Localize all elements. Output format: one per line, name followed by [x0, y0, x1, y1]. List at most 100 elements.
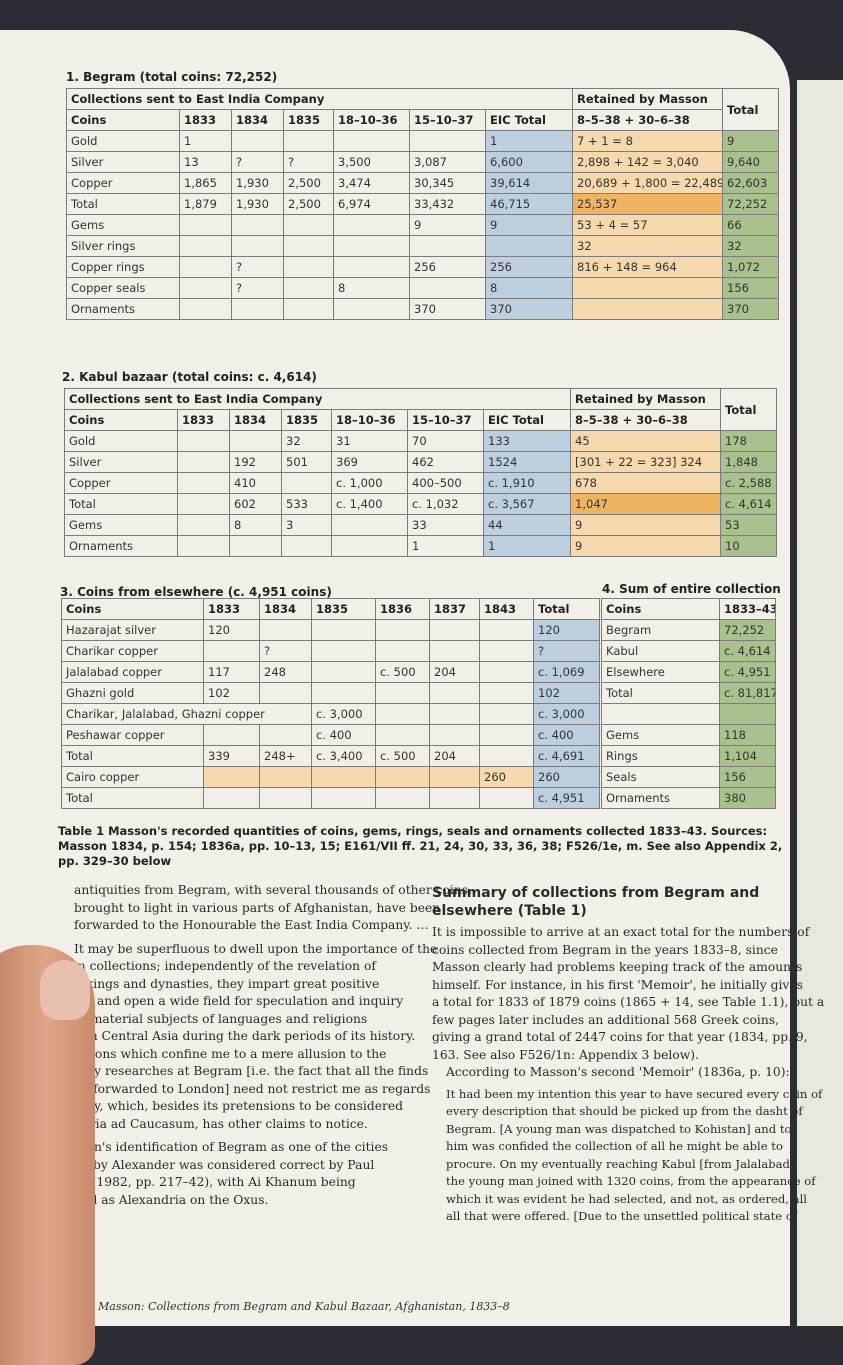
- cell: [311, 766, 376, 788]
- data-table: Coins 1833 1834 1835 1836 1837 1843 Total Hazara…: [61, 598, 600, 809]
- cell: 1524: [482, 451, 572, 473]
- cell: 204: [429, 745, 480, 767]
- cell: 117: [203, 661, 260, 683]
- table-row: Gems 8 3 33 44 9 53: [64, 514, 778, 536]
- cell: [484, 235, 574, 257]
- text-line: f my researches at Begram [i.e. the fact…: [74, 1064, 429, 1078]
- cell: [259, 682, 312, 704]
- cell: 816 + 148 = 964: [572, 256, 724, 278]
- text-line: all that were offered. [Due to the unset…: [446, 1209, 798, 1223]
- cell: 339: [203, 745, 260, 767]
- column-header: Total: [720, 388, 778, 431]
- row-label: Gold: [64, 430, 178, 452]
- cell: 45: [570, 430, 722, 452]
- header-row: Coins 1833 1834 1835 18–10–36 15–10–37 EIC Tot…: [64, 409, 777, 431]
- group-header: Retained by Masson: [572, 88, 724, 110]
- cell: [375, 766, 430, 788]
- row-label: Charikar copper: [61, 640, 204, 662]
- cell: [229, 535, 282, 557]
- cell: [375, 682, 430, 704]
- group-header: Collections sent to East India Company: [63, 388, 572, 410]
- text-line: him was confided the collection of all h…: [446, 1139, 783, 1153]
- cell: 1,047: [570, 493, 722, 515]
- row-label: Silver: [64, 451, 178, 473]
- column-header: 1833–43: [719, 598, 776, 620]
- cell: c. 81,817: [719, 682, 776, 704]
- cell: 204: [429, 661, 480, 683]
- cell: 1,072: [722, 256, 780, 278]
- cell: [409, 235, 486, 257]
- row-label: Gems: [66, 214, 180, 236]
- cell: [333, 214, 410, 236]
- cell: [177, 535, 230, 557]
- cell: [177, 472, 230, 494]
- text-line: coins collected from Begram in the years…: [432, 942, 778, 957]
- facing-page: [797, 80, 843, 1326]
- table-row: Silver 13?? 3,500 3,087 6,600 2,898 + 142 = 3…: [66, 151, 780, 173]
- cell: 32: [281, 430, 332, 452]
- cell: 2,500: [283, 193, 334, 215]
- cell: 102: [203, 682, 260, 704]
- cell: ?: [533, 640, 600, 662]
- cell: [179, 277, 232, 299]
- cell: [259, 766, 312, 788]
- cell: [179, 298, 232, 320]
- cell: [333, 235, 410, 257]
- cell: [283, 298, 334, 320]
- row-label: Total: [66, 193, 180, 215]
- table-row: Jalalabad copper 117 248 c. 500 204 c. 1,069: [61, 661, 600, 683]
- text-line: giving a grand total of 2447 coins for t…: [432, 1030, 808, 1044]
- cell: ?: [231, 277, 284, 299]
- column-header: EIC Total: [484, 109, 574, 131]
- text-line: every description that should be picked …: [446, 1104, 803, 1118]
- text-line: procure. On my eventually reaching Kabul…: [446, 1156, 795, 1171]
- cell: 44: [482, 514, 572, 536]
- table-row: Charikar, Jalalabad, Ghazni copper c. 3,0…: [61, 703, 600, 725]
- cell: [479, 619, 534, 641]
- cell: [311, 682, 376, 704]
- cell: 256: [484, 256, 574, 278]
- cell: 72,252: [719, 619, 776, 641]
- cell: [203, 724, 260, 746]
- cell: 256: [409, 256, 486, 278]
- cell: 39,614: [484, 172, 574, 194]
- cell: 9,640: [722, 151, 780, 173]
- text-line: the young man joined with 1320 coins, fr…: [446, 1174, 816, 1188]
- cell: 1,865: [179, 172, 232, 194]
- cell: ?: [231, 151, 284, 173]
- text-line: ed by Alexander was considered correct b…: [74, 1157, 375, 1172]
- table-title: 3. Coins from elsewhere (c. 4,951 coins): [60, 585, 332, 599]
- row-label: Peshawar copper: [61, 724, 204, 746]
- cell: 248+: [259, 745, 312, 767]
- row-label: Silver: [66, 151, 180, 173]
- cell: [333, 298, 410, 320]
- cell: [177, 430, 230, 452]
- text-line: ry material subjects of languages and re…: [74, 1011, 368, 1026]
- cell: c. 3,567: [482, 493, 572, 515]
- header-row: Collections sent to East India Company Re…: [65, 88, 780, 131]
- cell: [177, 493, 230, 515]
- cell: c. 4,951: [719, 661, 776, 683]
- text-line: en forwarded to London] need not restric…: [74, 1081, 431, 1096]
- cell: 25,537: [572, 193, 724, 215]
- cell: [429, 766, 480, 788]
- row-label: Gems: [601, 724, 720, 746]
- text-line: g in Central Asia during the dark period…: [74, 1029, 416, 1043]
- table-row: Ghazni gold 102 102: [61, 682, 600, 704]
- table-row: Peshawar copper c. 400 c. 400: [61, 724, 600, 746]
- cell: 501: [281, 451, 332, 473]
- cell: 156: [719, 766, 776, 788]
- table-row: Silver 192 501 369 462 1524 [301 + 22 = 323] 3…: [64, 451, 778, 473]
- cell: [333, 256, 410, 278]
- row-label: Charikar, Jalalabad, Ghazni copper: [61, 703, 312, 725]
- cell: 8: [333, 277, 410, 299]
- cell: 62,603: [722, 172, 780, 194]
- row-label: Copper: [64, 472, 178, 494]
- table-row: Total c. 81,817: [601, 682, 776, 704]
- text-line: 163. See also F526/1n: Appendix 3 below)…: [432, 1047, 699, 1062]
- cell: c. 500: [375, 661, 430, 683]
- cell: 1: [484, 130, 574, 152]
- cell: [283, 130, 334, 152]
- row-label: Total: [64, 493, 178, 515]
- cell: 1,848: [720, 451, 778, 473]
